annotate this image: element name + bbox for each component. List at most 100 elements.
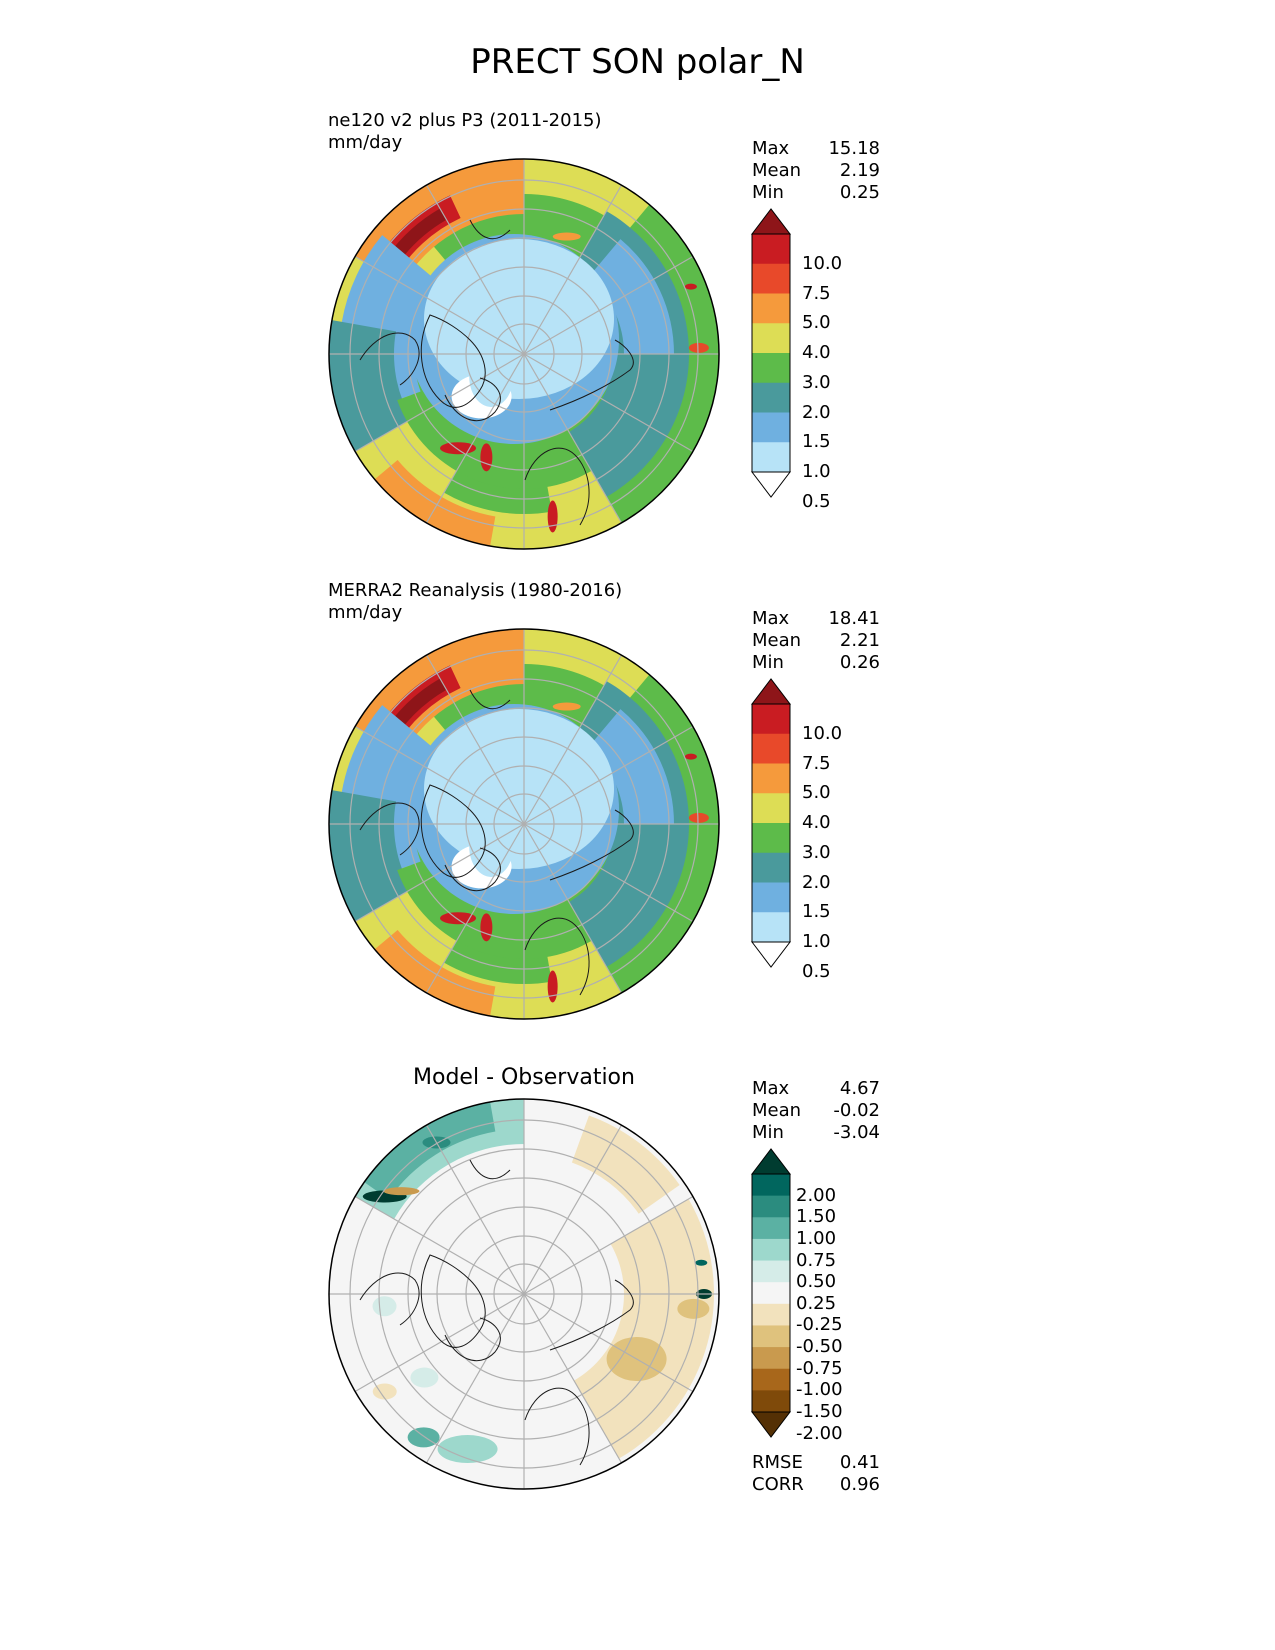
field-region [424, 239, 614, 399]
panel3-title: Model - Observation [413, 1065, 635, 1090]
field-feature [480, 443, 493, 472]
colorbar-tick-label: 7.5 [802, 752, 831, 774]
stat-label: Max [752, 138, 790, 159]
colorbar-tick-label: 2.0 [802, 401, 831, 423]
field-region [574, 1199, 714, 1459]
colorbar-tick-label: -1.50 [796, 1401, 843, 1422]
colorbar-bin [752, 1303, 790, 1326]
colorbar-bin [752, 1217, 790, 1240]
field-feature [383, 1187, 420, 1196]
field-feature [372, 1296, 397, 1317]
longitude-gridline [523, 1124, 623, 1295]
field-feature [684, 283, 697, 290]
colorbar-bin [752, 382, 790, 413]
coastline [524, 1387, 590, 1466]
colorbar-tick-label: 1.00 [796, 1227, 837, 1249]
panel2-title-text: MERRA2 Reanalysis (1980-2016) [328, 580, 623, 601]
longitude-gridline [425, 353, 525, 524]
longitude-gridline [523, 654, 623, 825]
colorbar-bin [752, 293, 790, 324]
colorbar-frame [751, 233, 791, 473]
longitude-gridline [523, 823, 623, 994]
colorbar-tick-label: 0.50 [796, 1271, 837, 1293]
field-feature [480, 913, 493, 942]
colorbar-bin [752, 412, 790, 443]
field-feature [677, 1298, 710, 1319]
colorbar-tick-label: 4.0 [802, 342, 831, 363]
longitude-gridline [354, 1293, 525, 1393]
metric-label: RMSE [752, 1452, 803, 1473]
colorbar-bin [752, 733, 790, 764]
colorbar-tick-label: 2.00 [796, 1184, 837, 1206]
colorbar-bin [752, 793, 790, 824]
colorbar-tick-label: 1.5 [802, 901, 831, 923]
stat-value: 2.19 [839, 160, 880, 181]
longitude-gridline [523, 353, 623, 524]
longitude-gridline [523, 1293, 623, 1464]
colorbar-extend-min [750, 1411, 792, 1438]
panel3-stats: Max 4.67 Mean -0.02 Min -3.04 [752, 1078, 880, 1144]
figure-title: PRECT SON polar_N [470, 42, 805, 82]
colorbar-extend-min [750, 471, 792, 498]
longitude-gridline [523, 353, 694, 453]
coastline [359, 802, 420, 856]
field-region [424, 709, 614, 869]
field-feature [547, 970, 558, 1003]
colorbar-bin [752, 234, 790, 265]
field-feature [688, 812, 709, 823]
colorbar-bin [752, 1238, 790, 1262]
colorbar-bin [752, 704, 790, 735]
colorbar-bin [752, 823, 790, 854]
coastline [420, 1254, 486, 1348]
panel1-stats: Max 15.18 Mean 2.19 Min 0.25 [752, 138, 880, 204]
colorbar-bin [752, 763, 790, 794]
field-feature [547, 500, 558, 533]
colorbar-bin [752, 882, 790, 913]
longitude-gridline [425, 1293, 525, 1464]
coastline [469, 219, 511, 240]
colorbar-tick-label: 10.0 [802, 252, 843, 274]
map-boundary [328, 1098, 720, 1490]
colorbar-tick-label: 0.75 [796, 1249, 837, 1271]
colorbar-tick-label: 7.5 [802, 282, 831, 304]
colorbar-tick-label: -0.50 [796, 1336, 843, 1358]
colorbar-bin [752, 442, 790, 473]
colorbar-bin [752, 323, 790, 354]
field-feature [440, 442, 477, 455]
colorbar-bin [752, 1347, 790, 1370]
coastline [549, 339, 634, 411]
colorbar-extend-max [750, 678, 792, 705]
colorbar-bin [752, 1282, 790, 1305]
coastline [524, 917, 590, 996]
colorbar-bin [752, 1260, 790, 1283]
field-feature [410, 1367, 439, 1388]
colorbar-tick-label: 1.50 [796, 1206, 837, 1228]
field-feature [695, 1259, 708, 1266]
longitude-gridline [354, 1195, 525, 1295]
colorbar-tick-label: 3.0 [802, 841, 831, 863]
precip-colorbar [750, 678, 792, 968]
stat-label: Mean [752, 160, 802, 181]
colorbar-tick-label: 0.25 [796, 1292, 837, 1314]
panel1-units: mm/day [328, 132, 403, 153]
colorbar-bin [752, 1368, 790, 1391]
coastline [444, 377, 501, 422]
coastline [444, 847, 501, 892]
colorbar-tick-label: 0.5 [802, 960, 831, 982]
longitude-gridline [354, 725, 525, 825]
precip-field [329, 629, 719, 1019]
observation-polar-map [328, 628, 720, 1020]
map-boundary [328, 628, 720, 1020]
coastline [549, 809, 634, 881]
stat-value: 18.41 [828, 608, 880, 629]
stat-value: 0.26 [839, 652, 880, 673]
colorbar-bin [752, 353, 790, 384]
coastline [524, 447, 590, 526]
colorbar-extend-min [750, 941, 792, 968]
metric-value: 0.41 [839, 1452, 880, 1473]
longitude-gridline [354, 823, 525, 923]
colorbar-bin [752, 1390, 790, 1413]
field-feature [552, 702, 581, 711]
colorbar-tick-label: 0.5 [802, 490, 831, 512]
stat-label: Max [752, 608, 790, 629]
